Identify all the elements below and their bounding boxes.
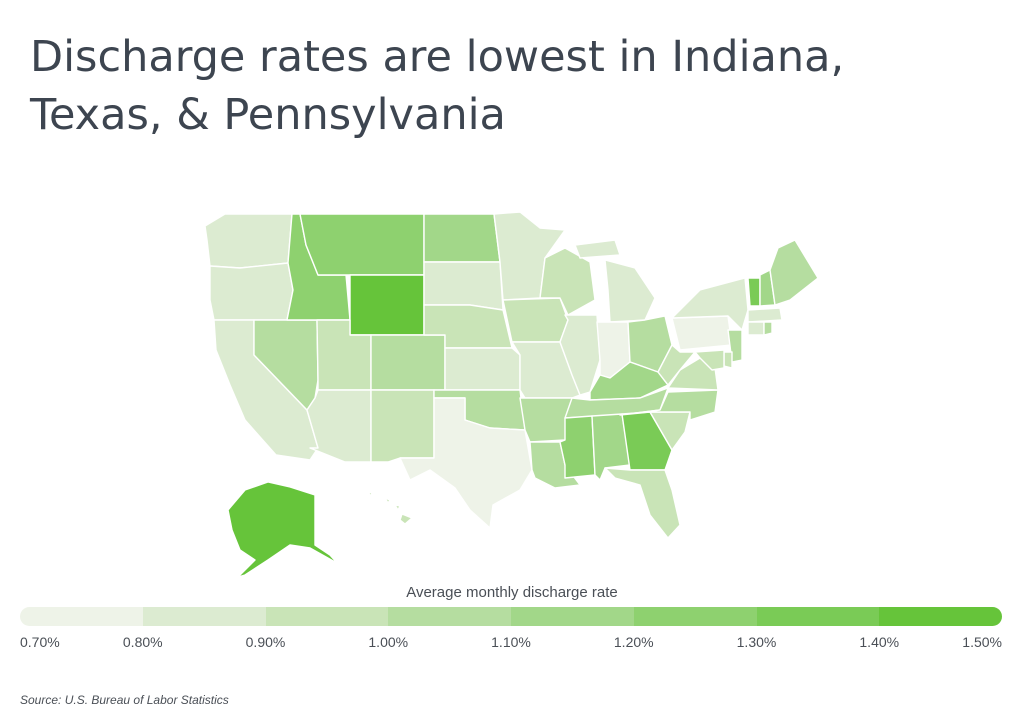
state-NY[interactable] — [671, 277, 749, 331]
legend-tick-label: 0.90% — [245, 634, 286, 650]
state-CO[interactable] — [370, 334, 446, 391]
legend-tick-label: 1.20% — [613, 634, 654, 650]
state-ME[interactable] — [769, 239, 819, 306]
state-IA[interactable] — [502, 297, 569, 343]
state-AR[interactable] — [519, 397, 573, 443]
page-title: Discharge rates are lowest in Indiana, T… — [30, 32, 845, 140]
source-label: Source: — [20, 693, 62, 707]
legend-segment — [265, 607, 389, 626]
state-DE[interactable] — [723, 351, 733, 369]
state-WI[interactable] — [539, 247, 596, 316]
legend-tick-label: 0.70% — [20, 634, 60, 650]
legend-tick-label: 1.10% — [491, 634, 531, 650]
state-KS[interactable] — [444, 347, 521, 391]
state-SD[interactable] — [423, 261, 504, 311]
source-text: U.S. Bureau of Labor Statistics — [64, 693, 229, 707]
state-OR[interactable] — [209, 262, 294, 321]
state-AK[interactable] — [227, 481, 349, 578]
legend-ticks: 0.70% 0.80% 0.90% 1.00% 1.10% 1.20% 1.30% 1.40%… — [0, 634, 1024, 654]
us-choropleth-map — [0, 195, 1024, 585]
state-FL[interactable] — [604, 467, 681, 539]
legend-tick-label: 1.00% — [368, 634, 409, 650]
state-NM[interactable] — [370, 389, 435, 463]
legend-segment — [388, 607, 511, 626]
state-TX[interactable] — [399, 397, 533, 529]
state-PA[interactable] — [671, 315, 733, 351]
map-svg — [204, 211, 819, 578]
state-HI[interactable] — [367, 491, 413, 525]
state-CT[interactable] — [747, 321, 765, 336]
legend-tick-label: 1.30% — [736, 634, 777, 650]
legend-tick-label: 1.50% — [962, 634, 1002, 650]
legend-segment — [756, 607, 880, 626]
state-MA[interactable] — [747, 307, 783, 323]
legend-segment — [633, 607, 757, 626]
state-NC[interactable] — [619, 389, 719, 421]
state-MS[interactable] — [559, 415, 596, 479]
state-WY[interactable] — [349, 274, 425, 336]
legend-segment — [511, 607, 634, 626]
state-MT[interactable] — [299, 213, 425, 276]
legend-tick-label: 1.40% — [859, 634, 900, 650]
legend-segment — [142, 607, 266, 626]
state-ND[interactable] — [423, 213, 501, 263]
legend-color-bar — [20, 607, 1002, 626]
state-WA[interactable] — [204, 213, 293, 269]
legend-tick-label: 0.80% — [122, 634, 163, 650]
legend-segment — [879, 607, 1002, 626]
legend-title: Average monthly discharge rate — [406, 584, 618, 601]
state-RI[interactable] — [763, 321, 773, 336]
legend-segment — [20, 607, 143, 626]
state-AZ[interactable] — [306, 389, 372, 463]
state-MD[interactable] — [694, 349, 725, 371]
state-VT[interactable] — [747, 277, 761, 307]
source-note: Source: U.S. Bureau of Labor Statistics — [20, 693, 229, 707]
